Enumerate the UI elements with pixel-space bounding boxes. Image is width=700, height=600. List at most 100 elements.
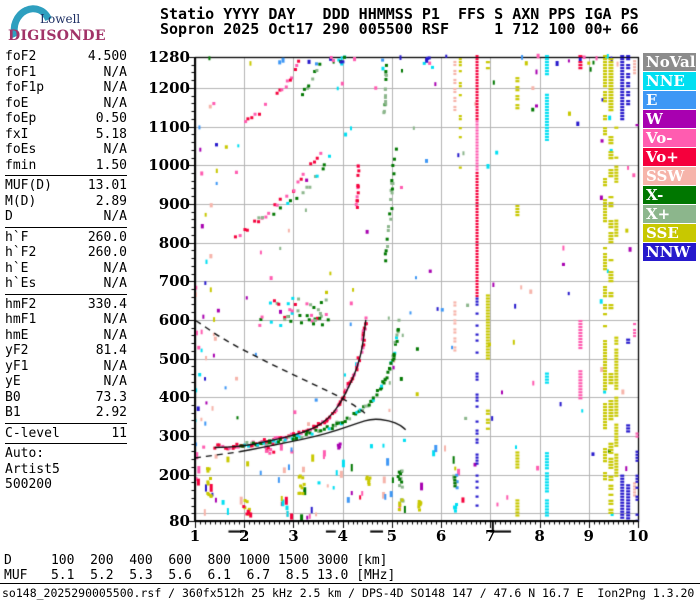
param-row-fmin: fmin 1.50 [5,158,127,174]
param-label: yF1 [5,358,29,374]
height-tick-label-200: 200 [158,465,190,484]
autoscaling-info-line: Auto: [5,446,45,461]
height-tick-label-800: 800 [158,233,190,252]
frequency-tick-label-2: 2 [239,527,250,545]
frequency-tick-label-8: 8 [534,527,545,545]
param-value: 2.89 [95,193,127,209]
param-row-md: M(D) 2.89 [5,194,127,210]
legend-item-x: X+ [643,205,696,223]
param-label: foF1p [5,80,45,95]
param-row-hf: h`F 260.0 [5,230,127,246]
logo-lowell-text: Lowell [40,12,81,26]
param-row-mufd: MUF(D) 13.01 [5,178,127,194]
height-tick-label-900: 900 [158,194,190,213]
panel-separator [5,443,127,444]
footer-separator [0,583,700,584]
frequency-tick-label-1: 1 [189,527,201,545]
param-row-hme: hmE N/A [5,328,127,344]
param-row-yf2: yF2 81.4 [5,343,127,359]
ionogram-plot [182,53,644,533]
param-value: 4.500 [87,49,127,64]
param-label: D [5,209,13,224]
height-tick-label-1000: 1000 [148,156,190,175]
param-value: N/A [103,374,127,389]
height-tick-label-1100: 1100 [148,117,190,136]
param-label: foF1 [5,64,37,80]
param-row-hf2: h`F2 260.0 [5,245,127,261]
param-value: 330.4 [87,296,127,312]
height-tick-label-1200: 1200 [148,78,190,97]
param-value: N/A [103,95,127,111]
param-value: N/A [103,209,127,224]
param-value: N/A [103,142,127,157]
param-row-b0: B0 73.3 [5,390,127,406]
param-label: hmE [5,327,29,343]
height-tick-label-400: 400 [158,388,190,407]
param-value: 260.0 [87,245,127,260]
frequency-tick-label-6: 6 [435,527,447,545]
param-label: h`E [5,260,29,276]
param-value: 260.0 [87,229,127,245]
param-label: h`Es [5,276,37,291]
param-row-fof1p: foF1p N/A [5,80,127,96]
height-tick-label-300: 300 [158,426,190,445]
legend-item-nnw: NNW [643,243,696,261]
param-row-fof1: foF1 N/A [5,65,127,81]
legend-item-sse: SSE [643,224,696,242]
legend-item-w: W [643,110,696,128]
param-value: N/A [103,80,127,95]
panel-separator [5,422,127,424]
param-label: foF2 [5,49,37,64]
param-label: foE [5,95,29,111]
header-values-row: Sopron 2025 Oct17 290 005500 RSF 1 712 1… [160,20,639,38]
param-label: MUF(D) [5,178,52,193]
param-label: hmF1 [5,312,37,327]
frequency-tick-label-3: 3 [288,527,299,545]
param-row-fxi: fxI 5.18 [5,127,127,143]
param-label: hmF2 [5,296,37,312]
param-row-hmf2: hmF2 330.4 [5,297,127,313]
frequency-tick-label-9: 9 [583,527,594,545]
frequency-tick-label-5: 5 [386,527,398,545]
param-row-yf1: yF1 N/A [5,359,127,375]
frequency-tick-label-10: 10 [627,527,649,545]
param-row-he: h`E N/A [5,261,127,277]
frequency-tick-label-7: 7 [485,527,496,545]
param-value: 81.4 [95,343,127,358]
param-value: 2.92 [95,405,127,420]
legend-item-vo: Vo+ [643,148,696,166]
param-value: 13.01 [87,178,127,193]
param-label: M(D) [5,193,37,209]
param-label: foEs [5,142,37,157]
param-row-ye: yE N/A [5,374,127,390]
param-row-clevel: C-level 11 [5,426,127,442]
param-row-foep: foEp 0.50 [5,111,127,127]
param-label: fxI [5,126,29,142]
param-value: 1.50 [95,157,127,173]
height-tick-label-80: 80 [169,512,190,530]
height-tick-label-1280: 1280 [148,48,190,66]
legend-item-noval: NoVal [643,53,696,71]
param-value: 11 [111,425,127,441]
panel-separator [5,293,127,295]
param-value: 5.18 [95,126,127,142]
param-label: fmin [5,157,37,173]
param-value: 73.3 [95,389,127,405]
param-row-fof2: foF2 4.500 [5,49,127,65]
legend-item-vo: Vo- [643,129,696,147]
param-label: foEp [5,111,37,126]
legend-item-ssw: SSW [643,167,696,185]
header-columns-row: Statio YYYY DAY DDD HHMMSS P1 FFS S AXN … [160,5,639,23]
digisonde-logo: Lowell DIGISONDE [2,0,142,58]
height-tick-label-600: 600 [158,310,190,329]
param-label: B0 [5,389,21,405]
legend-item-x: X- [643,186,696,204]
station-header: Statio YYYY DAY DDD HHMMSS P1 FFS S AXN … [160,7,639,37]
param-label: B1 [5,405,21,420]
height-tick-label-700: 700 [158,272,190,291]
legend-item-nne: NNE [643,72,696,90]
file-info-footer: so148_2025290005500.rsf / 360fx512h 25 k… [2,586,695,600]
param-value: N/A [103,312,127,327]
param-row-foes: foEs N/A [5,142,127,158]
frequency-tick-label-4: 4 [337,527,348,545]
